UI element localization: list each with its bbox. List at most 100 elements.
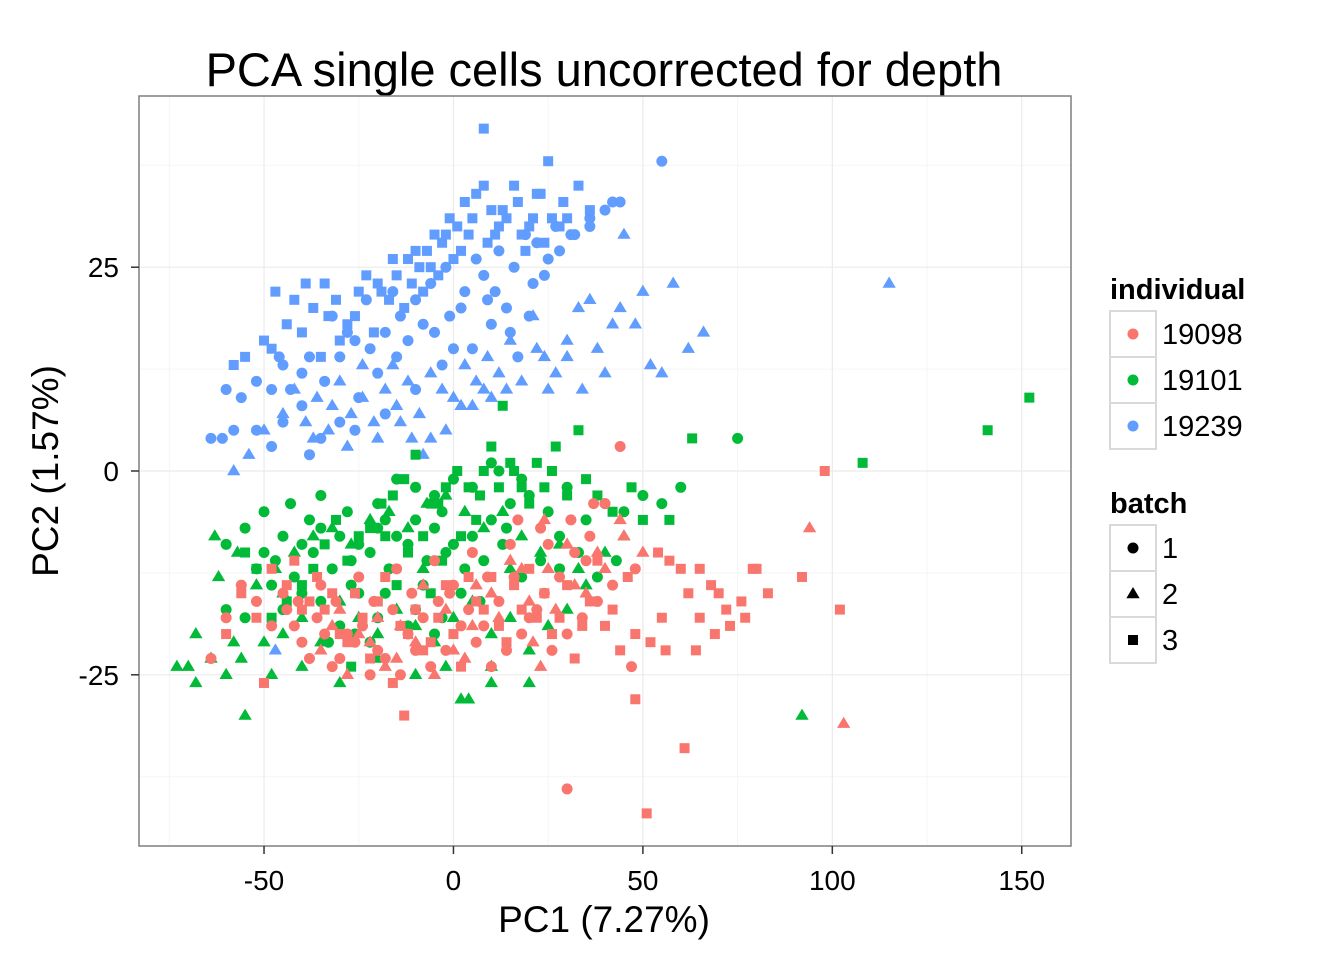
data-point bbox=[433, 612, 444, 623]
data-point bbox=[325, 398, 339, 410]
data-point bbox=[725, 620, 736, 631]
data-point bbox=[546, 213, 557, 224]
data-point bbox=[349, 335, 361, 347]
data-point bbox=[456, 245, 467, 256]
data-point bbox=[330, 595, 342, 607]
data-point bbox=[417, 318, 429, 330]
data-point bbox=[493, 221, 504, 232]
data-point bbox=[257, 423, 271, 435]
data-point bbox=[416, 578, 430, 590]
data-point bbox=[406, 587, 418, 599]
legend-entry-label: 2 bbox=[1162, 579, 1178, 611]
data-point bbox=[425, 588, 436, 599]
data-point bbox=[508, 571, 520, 583]
data-point bbox=[418, 531, 429, 542]
data-point bbox=[429, 229, 440, 240]
data-point bbox=[664, 555, 675, 566]
data-point bbox=[429, 522, 441, 534]
data-point bbox=[342, 319, 353, 330]
data-point bbox=[250, 375, 262, 387]
data-point bbox=[622, 571, 633, 582]
data-point bbox=[315, 595, 327, 607]
data-point bbox=[503, 333, 517, 345]
data-point bbox=[296, 400, 308, 412]
data-point bbox=[694, 563, 705, 574]
data-point bbox=[497, 205, 508, 216]
legend-color-key bbox=[1127, 420, 1139, 432]
data-point bbox=[240, 547, 251, 558]
legend-entry-label: 3 bbox=[1162, 625, 1178, 657]
data-point bbox=[561, 481, 573, 493]
data-point bbox=[524, 563, 535, 574]
data-point bbox=[527, 278, 539, 289]
data-point bbox=[543, 156, 554, 167]
data-point bbox=[463, 571, 474, 582]
data-point bbox=[579, 578, 593, 590]
data-point bbox=[466, 547, 478, 559]
data-point bbox=[516, 229, 527, 240]
data-point bbox=[368, 327, 379, 338]
data-point bbox=[270, 286, 281, 297]
data-point bbox=[456, 661, 467, 672]
data-point bbox=[432, 595, 444, 607]
data-point bbox=[424, 366, 438, 378]
data-point bbox=[334, 351, 346, 363]
data-point bbox=[378, 659, 392, 671]
data-point bbox=[539, 482, 550, 493]
data-point bbox=[486, 441, 497, 452]
chart-title: PCA single cells uncorrected for depth bbox=[206, 43, 1003, 96]
data-point bbox=[485, 661, 497, 673]
data-point bbox=[618, 506, 630, 518]
data-point bbox=[614, 441, 626, 453]
data-point bbox=[311, 612, 323, 624]
data-point bbox=[410, 294, 422, 306]
data-point bbox=[251, 612, 262, 623]
data-point bbox=[539, 237, 550, 248]
data-point bbox=[613, 512, 627, 525]
data-point bbox=[560, 602, 574, 614]
data-point bbox=[522, 675, 536, 688]
data-point bbox=[504, 538, 516, 550]
data-point bbox=[579, 586, 593, 598]
legend-color-key bbox=[1127, 328, 1139, 340]
data-point bbox=[617, 227, 631, 239]
data-point bbox=[236, 588, 247, 599]
data-point bbox=[516, 473, 528, 485]
data-point bbox=[361, 270, 372, 281]
legend-shape-key bbox=[1126, 587, 1140, 599]
data-point bbox=[357, 612, 368, 623]
data-point bbox=[364, 669, 376, 681]
data-point bbox=[484, 675, 498, 688]
data-point bbox=[334, 653, 346, 664]
data-point bbox=[573, 425, 584, 436]
data-point bbox=[372, 644, 384, 656]
data-point bbox=[565, 514, 577, 526]
data-point bbox=[493, 595, 505, 607]
data-point bbox=[303, 653, 315, 664]
data-point bbox=[478, 604, 489, 615]
data-point bbox=[857, 457, 868, 468]
data-point bbox=[675, 563, 686, 574]
y-axis: -25 0 25 bbox=[79, 252, 139, 691]
data-point bbox=[408, 667, 423, 680]
data-point bbox=[484, 586, 498, 598]
data-point bbox=[287, 382, 301, 394]
data-point bbox=[607, 506, 618, 517]
legend-color-key bbox=[1127, 374, 1139, 386]
data-point bbox=[497, 400, 508, 411]
data-point bbox=[346, 661, 357, 672]
data-point bbox=[531, 457, 542, 468]
data-point bbox=[429, 555, 441, 567]
data-point bbox=[626, 482, 637, 493]
data-point bbox=[512, 196, 523, 207]
data-point bbox=[660, 645, 671, 656]
data-point bbox=[425, 637, 436, 648]
data-point bbox=[599, 498, 611, 510]
data-point bbox=[414, 262, 425, 273]
data-point bbox=[569, 547, 581, 559]
data-point bbox=[219, 667, 233, 680]
data-point bbox=[459, 563, 471, 575]
data-point bbox=[357, 620, 369, 632]
data-point bbox=[341, 506, 353, 518]
data-point bbox=[713, 588, 724, 599]
